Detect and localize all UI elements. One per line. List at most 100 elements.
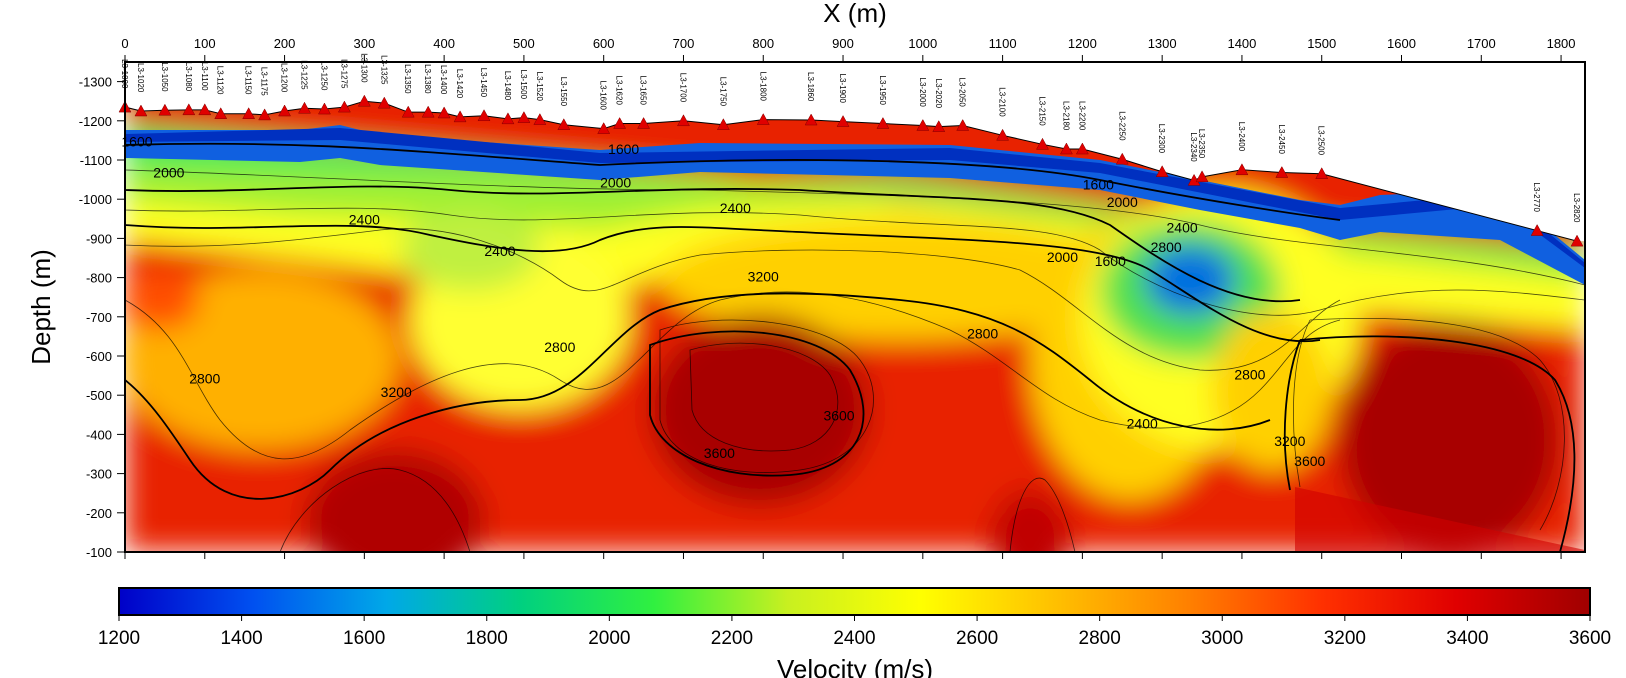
- station-marker: [242, 107, 256, 119]
- station-label: L3-2350: [1197, 129, 1206, 159]
- contour-label: 3600: [1294, 453, 1325, 469]
- station-marker: [956, 118, 970, 131]
- station-label: L3-1380: [423, 64, 432, 94]
- contour-label: 3200: [748, 269, 779, 285]
- station-marker: [1115, 152, 1129, 165]
- station-label: L3-1750: [718, 77, 727, 107]
- colorbar-tick-label: 2400: [833, 628, 875, 649]
- x-tick-label: 400: [433, 36, 455, 51]
- station-label: L3-1080: [184, 62, 193, 92]
- station-marker: [597, 122, 611, 134]
- contour-label: 2800: [1234, 367, 1265, 383]
- x-tick-label: 200: [274, 36, 296, 51]
- station-marker: [337, 100, 351, 113]
- x-tick-label: 300: [353, 36, 375, 51]
- station-label: L3-1250: [319, 61, 328, 91]
- contour-label: 2000: [1107, 194, 1138, 210]
- contour-label: 1600: [1095, 253, 1126, 269]
- station-label: L3-1480: [503, 71, 512, 101]
- station-marker: [1075, 142, 1089, 155]
- contour-label: 2400: [720, 200, 751, 216]
- colorbar-tick-label: 2800: [1079, 628, 1121, 649]
- station-label: L3-1400: [439, 65, 448, 95]
- x-tick-label: 500: [513, 36, 535, 51]
- contour-label: 1600: [608, 141, 639, 157]
- station-marker: [1155, 165, 1169, 178]
- colorbar-tick-label: 1600: [343, 628, 385, 649]
- station-label: L3-2770: [1532, 183, 1541, 213]
- station-marker: [996, 128, 1010, 141]
- y-tick-label: -1300: [79, 75, 112, 90]
- contour-label: 2400: [1167, 220, 1198, 236]
- y-tick-label: -300: [86, 467, 112, 482]
- station-label: L3-1600: [599, 81, 608, 111]
- contour-label: 3200: [381, 384, 412, 400]
- station-marker: [916, 118, 930, 131]
- colorbar-tick-label: 2000: [588, 628, 630, 649]
- y-axis-title: Depth (m): [26, 249, 56, 365]
- station-label: L3-2250: [1117, 111, 1126, 141]
- colorbar-tick-label: 1400: [220, 628, 262, 649]
- y-tick-label: -400: [86, 427, 112, 442]
- station-label: L3-1350: [403, 64, 412, 94]
- x-tick-label: 1400: [1227, 36, 1256, 51]
- station-marker: [533, 113, 547, 125]
- y-tick-label: -700: [86, 310, 112, 325]
- colorbar-tick-label: 3600: [1569, 628, 1611, 649]
- colorbar-tick-label: 1800: [466, 628, 508, 649]
- station-label: L3-1860: [806, 72, 815, 102]
- colorbar-tick-label: 2200: [711, 628, 753, 649]
- colorbar-tick-label: 2600: [956, 628, 998, 649]
- station-label: L3-1500: [519, 70, 528, 100]
- station-marker: [517, 111, 531, 123]
- station-label: L3-2820: [1572, 193, 1581, 223]
- station-marker: [1036, 137, 1049, 150]
- station-label: L3-1900: [838, 74, 847, 104]
- station-marker: [158, 103, 172, 116]
- station-marker: [453, 110, 467, 123]
- plot-frame: [124, 61, 1586, 553]
- contour-label: 2800: [189, 370, 220, 386]
- contour-label: 2400: [484, 243, 515, 259]
- velocity-field: [125, 62, 1585, 552]
- station-marker: [278, 104, 291, 117]
- station-marker: [421, 105, 435, 118]
- x-tick-label: 800: [752, 36, 774, 51]
- station-label: L3-1120: [216, 66, 225, 95]
- y-axis: -1300 -1200 -1100 -1000 -900 -800 -700 -600 -500…: [79, 75, 125, 560]
- station-label: L3-2200: [1077, 101, 1086, 131]
- station-label: L3-2150: [1037, 96, 1046, 126]
- station-label: L3-2450: [1277, 125, 1286, 155]
- station-marker: [298, 101, 311, 114]
- colorbar-label: Velocity (m/s): [777, 654, 933, 678]
- y-tick-label: -1100: [80, 153, 112, 168]
- contour-label: 2800: [1151, 239, 1182, 255]
- station-label: L3-1050: [160, 62, 169, 92]
- station-marker: [836, 115, 850, 127]
- station-marker: [182, 103, 196, 116]
- contour-label: 2800: [967, 325, 998, 341]
- station-marker: [876, 117, 890, 129]
- station-marker: [1195, 170, 1209, 183]
- station-label: L3-1020: [136, 63, 145, 93]
- station-markers: L3-1000 L3-1020 L3-1050 L3-1080 L3-1100 L3-11…: [118, 53, 1584, 247]
- contour-label: 2400: [349, 212, 380, 228]
- station-label: L3-1225: [300, 60, 309, 90]
- y-tick-label: -1000: [79, 192, 112, 207]
- station-label: L3-1325: [379, 55, 388, 85]
- station-marker: [357, 94, 371, 107]
- station-label: L3-1620: [615, 76, 624, 106]
- station-marker: [1530, 224, 1544, 236]
- station-marker: [477, 109, 491, 121]
- station-marker: [637, 117, 651, 129]
- contour-label: 3200: [1274, 433, 1305, 449]
- contour-label: 2000: [1047, 249, 1078, 265]
- x-axis-title: X (m): [823, 0, 887, 28]
- contour-label: 2000: [153, 165, 184, 181]
- x-tick-label: 1800: [1547, 36, 1576, 51]
- y-tick-label: -600: [86, 349, 112, 364]
- station-marker: [613, 117, 627, 129]
- station-label: L3-2180: [1061, 101, 1070, 131]
- station-label: L3-1520: [535, 72, 544, 102]
- contour-label: 2000: [600, 174, 631, 190]
